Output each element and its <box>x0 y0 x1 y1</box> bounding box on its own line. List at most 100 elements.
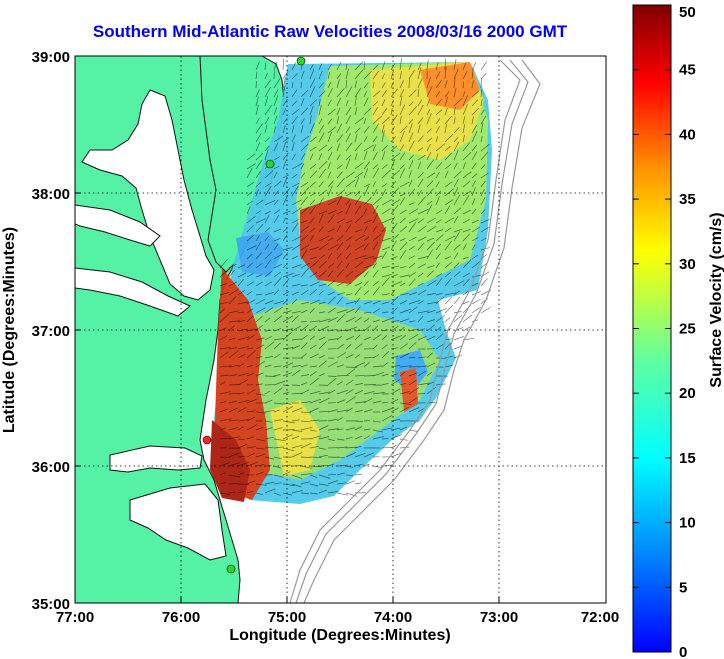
velocity-vector <box>444 227 452 233</box>
velocity-vector <box>264 446 274 449</box>
velocity-vector <box>336 335 343 341</box>
velocity-vector <box>363 225 368 233</box>
velocity-vector <box>444 58 447 71</box>
velocity-vector <box>462 301 469 305</box>
colorbar-ticks: 0 5 10 15 20 25 30 35 40 45 50 <box>633 4 696 659</box>
velocity-vector <box>219 308 226 314</box>
velocity-vector <box>345 100 349 107</box>
velocity-vector <box>390 180 397 188</box>
velocity-vector <box>237 426 244 431</box>
velocity-vector <box>237 407 247 413</box>
velocity-vector <box>300 182 309 188</box>
velocity-vector <box>399 193 406 197</box>
velocity-vector <box>390 234 400 242</box>
velocity-vector <box>264 79 272 89</box>
current-region <box>210 420 250 502</box>
velocity-vector <box>264 330 272 332</box>
velocity-vector <box>255 393 266 396</box>
velocity-vector <box>255 356 263 359</box>
velocity-vector <box>300 342 308 350</box>
velocity-vector <box>264 72 268 80</box>
velocity-vector <box>228 392 240 395</box>
velocity-vector <box>435 209 443 215</box>
velocity-vector <box>426 128 432 134</box>
velocity-vector <box>435 71 441 80</box>
velocity-vector <box>246 215 256 224</box>
velocity-vector <box>309 256 317 260</box>
velocity-vector <box>453 106 456 116</box>
velocity-vector <box>318 325 330 332</box>
velocity-vector <box>462 62 467 71</box>
velocity-vector <box>354 61 364 71</box>
velocity-vector <box>381 335 388 341</box>
velocity-vector <box>273 209 281 215</box>
velocity-vector <box>291 435 300 440</box>
velocity-vector <box>363 219 373 224</box>
velocity-vector <box>426 76 431 89</box>
velocity-vector <box>273 446 284 449</box>
velocity-vector <box>291 310 301 314</box>
velocity-vector <box>309 227 316 233</box>
velocity-vector <box>363 271 369 278</box>
velocity-vector <box>372 123 380 134</box>
velocity-vector <box>282 272 295 278</box>
velocity-vector <box>336 253 342 260</box>
velocity-vector <box>255 263 263 269</box>
velocity-vector <box>363 325 372 332</box>
velocity-vector <box>399 250 407 260</box>
velocity-vector <box>417 335 427 341</box>
velocity-vector <box>318 213 324 224</box>
velocity-vector <box>318 144 328 152</box>
velocity-vector <box>471 261 481 269</box>
velocity-vector <box>453 58 457 71</box>
velocity-vector <box>309 465 322 468</box>
tick-marks <box>75 192 500 603</box>
velocity-vector <box>435 234 444 242</box>
velocity-vector <box>300 284 308 287</box>
velocity-vector <box>264 182 272 188</box>
velocity-vector <box>444 292 457 296</box>
velocity-vector <box>300 401 311 404</box>
velocity-vector <box>282 217 287 224</box>
velocity-vector <box>399 80 404 89</box>
velocity-vector <box>354 255 367 260</box>
velocity-vector <box>435 62 439 71</box>
velocity-vector <box>444 124 447 134</box>
velocity-vector <box>336 464 348 467</box>
velocity-vector <box>435 98 442 107</box>
velocity-vector <box>264 86 271 98</box>
velocity-vector <box>372 286 380 296</box>
velocity-vector <box>354 426 363 431</box>
velocity-vector <box>228 347 237 350</box>
velocity-vector <box>426 172 436 179</box>
velocity-vector <box>291 125 295 134</box>
velocity-vector <box>444 152 453 161</box>
velocity-vector <box>354 463 363 467</box>
velocity-vector <box>255 181 262 188</box>
velocity-vector <box>480 164 486 170</box>
velocity-vector <box>336 218 346 224</box>
velocity-vector <box>300 472 313 476</box>
velocity-vector <box>390 373 399 377</box>
colorbar-tick-label: 30 <box>679 256 696 273</box>
velocity-vector <box>408 188 416 197</box>
velocity-vector <box>327 473 337 476</box>
velocity-vector <box>318 318 331 323</box>
x-tick-label: 72:00 <box>581 609 619 626</box>
velocity-vector <box>273 190 279 197</box>
velocity-vector <box>354 286 362 296</box>
velocity-vector <box>291 392 304 395</box>
velocity-vector <box>372 233 382 242</box>
velocity-vector <box>327 361 338 368</box>
velocity-vector <box>282 77 286 89</box>
velocity-vector <box>372 181 376 188</box>
velocity-vector <box>309 365 318 368</box>
velocity-vector <box>327 99 332 107</box>
velocity-vector <box>309 86 316 98</box>
velocity-vector <box>318 436 330 440</box>
velocity-vector <box>390 427 401 431</box>
velocity-vectors <box>219 58 492 497</box>
velocity-vector <box>300 186 310 197</box>
velocity-vector <box>417 289 427 296</box>
velocity-vector <box>372 270 379 278</box>
